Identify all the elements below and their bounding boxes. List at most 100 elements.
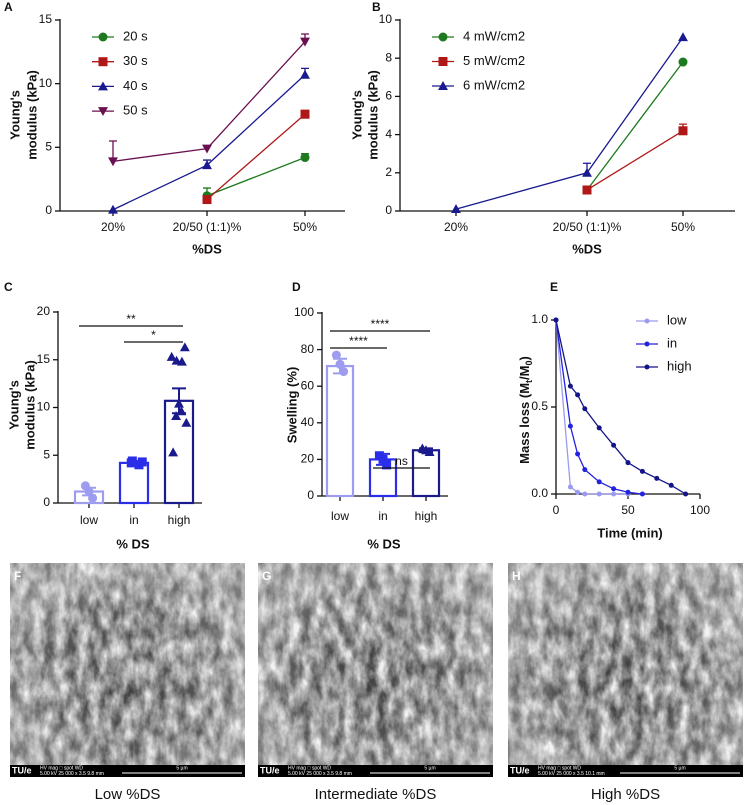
- marker: [339, 367, 349, 377]
- x-tick-label: 20/50 (1:1)%: [173, 220, 242, 234]
- y-axis-label-part: ): [517, 356, 532, 360]
- y-tick-label: 0: [45, 203, 52, 217]
- y-tick-label: 5: [45, 140, 52, 154]
- panel-label: E: [550, 280, 558, 294]
- logo: TU/e: [510, 765, 530, 775]
- series-line: [586, 61, 684, 191]
- y-tick-label: 5: [43, 447, 50, 461]
- bar: [163, 399, 195, 505]
- marker: [300, 69, 310, 79]
- panel-label: C: [4, 280, 13, 294]
- y-axis-label: Young's: [349, 90, 364, 140]
- legend-label: 40 s: [123, 78, 148, 93]
- info-head: HV mag □ spot WD: [40, 765, 83, 771]
- x-tick-label: low: [331, 509, 349, 523]
- y-tick-label: 10: [379, 12, 393, 26]
- marker: [300, 109, 310, 119]
- y-tick-label: 0: [385, 203, 392, 217]
- legend-marker: [644, 318, 650, 324]
- significance-label: ****: [349, 334, 368, 348]
- x-tick-label: high: [415, 509, 438, 523]
- series-line: [555, 319, 628, 495]
- marker: [174, 398, 184, 408]
- series-line: [206, 156, 306, 197]
- y-axis-label: Mass loss (Mt/M0): [517, 356, 534, 464]
- marker: [108, 157, 118, 167]
- y-tick-label: 0: [43, 495, 50, 509]
- y-tick-label: 20: [301, 452, 315, 466]
- y-axis-label: Swelling (%): [284, 367, 299, 444]
- series-line: [112, 74, 306, 211]
- caption: Intermediate %DS: [315, 786, 437, 803]
- panel-label: H: [512, 569, 521, 583]
- marker: [582, 167, 592, 177]
- legend-label: 6 mW/cm2: [463, 77, 525, 92]
- marker: [611, 486, 617, 492]
- panel-label: G: [262, 569, 271, 583]
- series-line: [586, 130, 684, 191]
- x-tick-label: 50%: [671, 220, 695, 234]
- marker: [171, 411, 182, 421]
- marker: [582, 491, 588, 497]
- scalebar-label: 5 µm: [674, 765, 685, 771]
- legend-label: 50 s: [123, 103, 148, 118]
- y-tick-label: 80: [301, 342, 315, 356]
- marker: [382, 460, 392, 470]
- y-tick-label: 60: [301, 378, 315, 392]
- legend-label: in: [667, 335, 677, 350]
- y-axis-label: modulus (kPa): [24, 70, 39, 160]
- panel-label: F: [14, 569, 21, 583]
- sem-texture: [258, 563, 493, 765]
- series-line: [206, 113, 306, 201]
- info: 5.00 kV 25 000 x 3.5 10.1 mm: [538, 771, 605, 777]
- legend-label: 30 s: [123, 53, 148, 68]
- x-tick-label: high: [168, 513, 191, 527]
- panel-label: D: [292, 280, 301, 294]
- marker: [582, 406, 588, 412]
- scalebar-label: 5 µm: [176, 765, 187, 771]
- marker: [678, 57, 688, 67]
- legend-marker: [98, 57, 108, 67]
- y-tick-label: 100: [294, 305, 314, 319]
- sem-texture: [508, 563, 743, 765]
- y-axis-label-part: Mass loss (M: [517, 383, 532, 464]
- panel-label: A: [4, 0, 13, 14]
- y-tick-label: 0: [307, 488, 314, 502]
- y-tick-label: 1.0: [531, 312, 548, 326]
- marker: [596, 425, 602, 431]
- x-tick-label: 50: [621, 503, 635, 517]
- marker: [374, 451, 384, 461]
- y-tick-label: 0.5: [531, 399, 548, 413]
- sem-texture: [10, 563, 245, 765]
- marker: [202, 144, 212, 154]
- marker: [678, 32, 688, 42]
- caption: High %DS: [591, 786, 660, 803]
- y-tick-label: 40: [301, 415, 315, 429]
- marker: [166, 351, 177, 361]
- significance-label: **: [126, 312, 136, 326]
- x-axis-label: % DS: [367, 536, 401, 551]
- y-axis-label-part: /M: [517, 365, 532, 379]
- legend-marker: [98, 81, 108, 91]
- legend-marker: [438, 57, 448, 66]
- x-tick-label: 20%: [444, 220, 468, 234]
- marker: [567, 383, 573, 389]
- scalebar-label: 5 µm: [424, 765, 435, 771]
- bar: [118, 461, 150, 505]
- marker: [80, 481, 90, 491]
- marker: [331, 350, 341, 360]
- info-head: HV mag □ spot WD: [538, 765, 581, 771]
- marker: [300, 37, 310, 47]
- y-tick-label: 8: [385, 50, 392, 64]
- marker: [417, 443, 428, 453]
- info-head: HV mag □ spot WD: [288, 765, 331, 771]
- y-axis-label-part: 0: [524, 360, 534, 365]
- y-tick-label: 10: [37, 400, 51, 414]
- marker: [683, 491, 689, 497]
- marker: [171, 355, 182, 365]
- marker: [137, 457, 147, 467]
- marker: [202, 195, 212, 205]
- y-axis-label-part: t: [524, 380, 534, 383]
- y-tick-label: 4: [385, 127, 392, 141]
- marker: [596, 491, 602, 497]
